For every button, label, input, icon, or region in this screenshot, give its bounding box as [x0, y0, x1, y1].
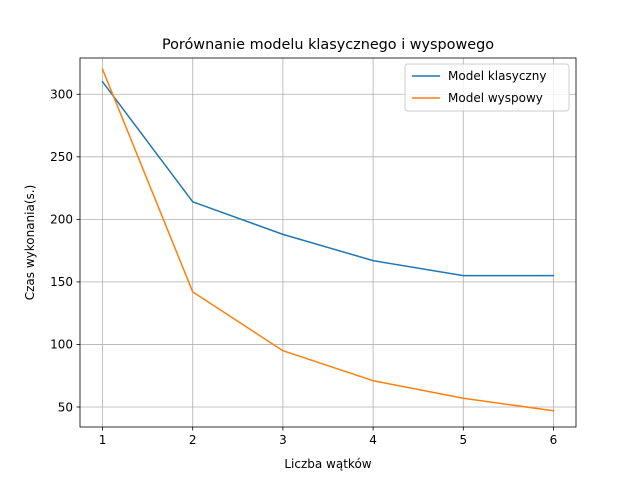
x-tick-label: 3 [279, 433, 287, 447]
series-line-model-wyspowy [101, 68, 555, 412]
y-tick-label: 250 [50, 150, 73, 164]
legend-box [404, 63, 570, 112]
plot-frame [79, 57, 577, 428]
x-axis-label: Liczba wątków [284, 457, 371, 471]
y-tick-label: 300 [50, 88, 73, 102]
x-tick-label: 2 [189, 433, 197, 447]
y-axis-label: Czas wykonania(s.) [23, 185, 37, 301]
chart-title: Porównanie modelu klasycznego i wyspoweg… [162, 37, 494, 53]
y-tick-label: 200 [50, 213, 73, 227]
axis-ticks: 1 2 3 4 5 6 50 100 150 200 250 300 [50, 88, 557, 447]
y-tick-label: 150 [50, 275, 73, 289]
series-lines [101, 68, 555, 412]
y-tick-label: 100 [50, 338, 73, 352]
plot-area [80, 58, 576, 427]
legend-label-model-klasyczny: Model klasyczny [448, 69, 546, 83]
legend-label-model-wyspowy: Model wyspowy [448, 91, 543, 105]
series-line-model-klasyczny [101, 80, 555, 277]
x-tick-label: 5 [459, 433, 467, 447]
x-tick-label: 6 [550, 433, 558, 447]
y-tick-label: 50 [58, 400, 73, 414]
grid-lines [80, 58, 576, 427]
x-tick-label: 1 [99, 433, 107, 447]
legend: Model klasyczny Model wyspowy [404, 63, 570, 112]
x-tick-label: 4 [369, 433, 377, 447]
